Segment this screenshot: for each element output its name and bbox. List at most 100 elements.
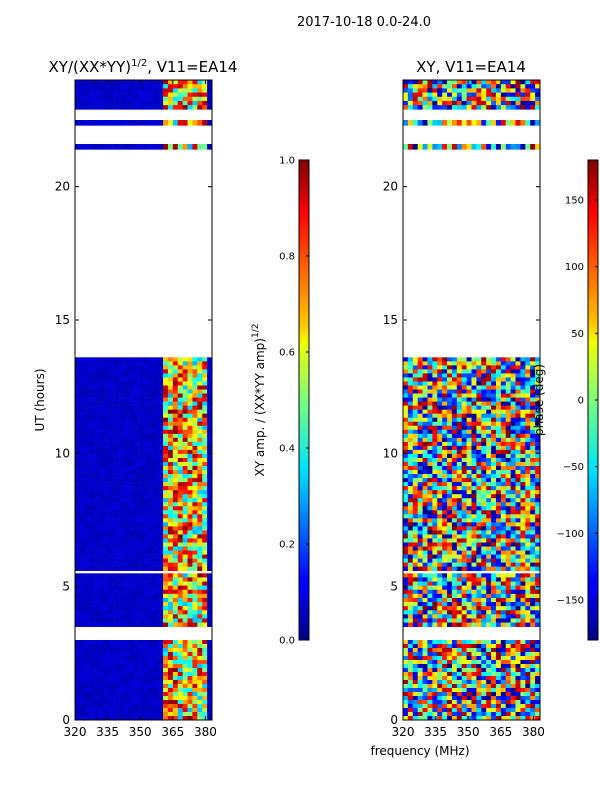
heatmap-cell: [481, 614, 487, 619]
heatmap-cell: [451, 510, 458, 515]
heatmap-cell: [123, 470, 130, 475]
heatmap-cell: [412, 498, 418, 503]
heatmap-cell: [114, 120, 120, 126]
heatmap-cell: [123, 490, 130, 495]
heatmap-cell: [94, 105, 100, 110]
heatmap-cell: [114, 429, 120, 435]
heatmap-cell: [456, 656, 463, 661]
heatmap-cell: [94, 566, 100, 571]
heatmap-cell: [403, 478, 409, 483]
heatmap-cell: [187, 88, 193, 93]
heatmap-cell: [163, 597, 169, 603]
heatmap-cell: [491, 664, 497, 669]
heatmap-cell: [510, 656, 516, 661]
heatmap-cell: [94, 369, 100, 374]
heatmap-cell: [510, 425, 516, 431]
heatmap-cell: [84, 441, 90, 447]
heatmap-cell: [481, 530, 487, 535]
heatmap-cell: [99, 120, 105, 126]
heatmap-cell: [491, 377, 497, 382]
heatmap-cell: [427, 660, 433, 665]
heatmap-cell: [447, 644, 453, 649]
heatmap-cell: [412, 425, 418, 431]
heatmap-cell: [466, 397, 472, 402]
heatmap-cell: [471, 597, 477, 603]
heatmap-cell: [476, 664, 482, 669]
heatmap-cell: [133, 498, 139, 503]
heatmap-cell: [128, 522, 135, 527]
heatmap-cell: [89, 712, 95, 717]
heatmap-cell: [192, 385, 198, 390]
heatmap-cell: [153, 704, 159, 709]
heatmap-cell: [187, 680, 193, 685]
heatmap-cell: [520, 441, 526, 447]
heatmap-cell: [197, 660, 203, 665]
heatmap-cell: [94, 385, 100, 390]
heatmap-cell: [143, 425, 149, 431]
heatmap-cell: [197, 668, 203, 673]
heatmap-cell: [481, 433, 487, 439]
heatmap-cell: [422, 522, 428, 527]
heatmap-cell: [167, 622, 174, 627]
heatmap-cell: [510, 585, 516, 591]
heatmap-cell: [75, 652, 81, 657]
heatmap-cell: [192, 562, 198, 567]
heatmap-cell: [192, 494, 198, 499]
heatmap-cell: [114, 381, 120, 386]
heatmap-cell: [79, 618, 86, 623]
heatmap-cell: [153, 373, 159, 378]
heatmap-cell: [177, 510, 183, 515]
heatmap-cell: [94, 373, 100, 378]
heatmap-cell: [163, 593, 169, 599]
heatmap-cell: [167, 100, 174, 106]
heatmap-cell: [417, 550, 423, 555]
heatmap-cell: [476, 585, 482, 591]
heatmap-cell: [133, 716, 139, 720]
heatmap-cell: [486, 526, 492, 531]
heatmap-cell: [104, 365, 110, 370]
heatmap-cell: [119, 365, 125, 370]
heatmap-cell: [153, 566, 159, 571]
heatmap-cell: [481, 577, 487, 582]
heatmap-cell: [207, 377, 212, 382]
heatmap-cell: [471, 474, 477, 479]
heatmap-cell: [89, 602, 95, 607]
heatmap-cell: [466, 506, 472, 511]
heatmap-cell: [84, 100, 90, 106]
heatmap-cell: [114, 369, 120, 374]
heatmap-cell: [515, 585, 521, 591]
heatmap-cell: [177, 461, 183, 467]
heatmap-cell: [535, 712, 540, 717]
heatmap-cell: [451, 660, 458, 665]
heatmap-cell: [476, 401, 482, 406]
heatmap-cell: [481, 526, 487, 531]
heatmap-cell: [207, 708, 212, 713]
heatmap-cell: [422, 421, 428, 427]
heatmap-cell: [403, 397, 409, 402]
heatmap-cell: [163, 88, 169, 93]
heatmap-cell: [128, 660, 135, 665]
heatmap-cell: [99, 361, 105, 366]
heatmap-cell: [89, 389, 95, 394]
heatmap-cell: [447, 573, 453, 578]
heatmap-cell: [75, 566, 81, 571]
heatmap-cell: [138, 554, 144, 559]
heatmap-cell: [407, 474, 414, 479]
heatmap-cell: [163, 585, 169, 591]
heatmap-cell: [202, 514, 208, 519]
heatmap-cell: [437, 397, 443, 402]
heatmap-cell: [104, 622, 110, 627]
heatmap-cell: [148, 550, 154, 555]
heatmap-cell: [133, 622, 139, 627]
heatmap-cell: [481, 542, 487, 547]
heatmap-cell: [104, 514, 110, 519]
heatmap-cell: [535, 357, 540, 362]
heatmap-cell: [143, 602, 149, 607]
heatmap-cell: [99, 486, 105, 491]
heatmap-cell: [84, 144, 90, 150]
heatmap-cell: [466, 518, 472, 523]
heatmap-cell: [510, 474, 516, 479]
heatmap-cell: [123, 546, 130, 551]
heatmap-cell: [119, 373, 125, 378]
heatmap-cell: [153, 660, 159, 665]
